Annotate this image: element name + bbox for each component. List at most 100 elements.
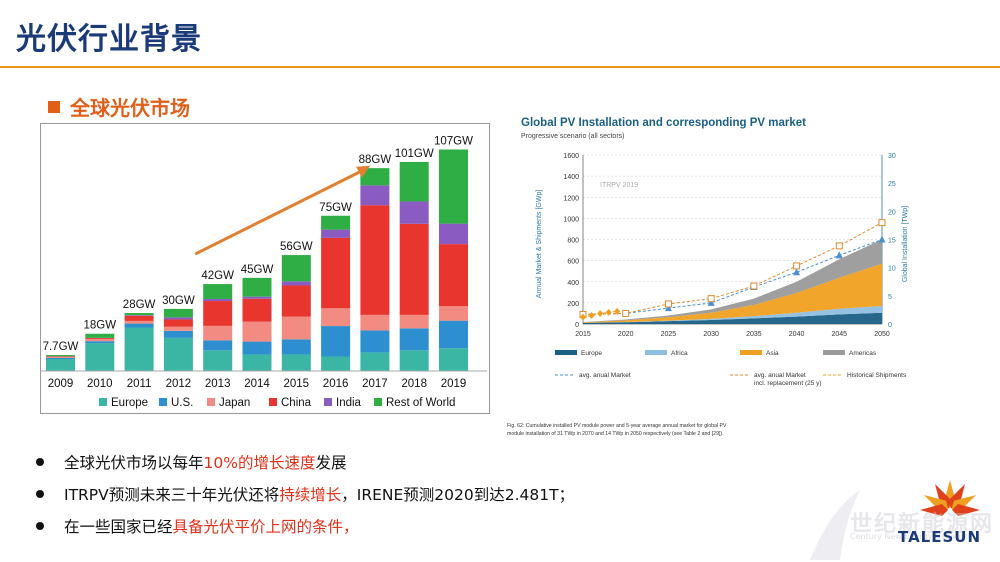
bar-total-label: 88GW xyxy=(359,154,392,166)
bar-segment xyxy=(399,201,429,224)
watermark-sub: Century New Energy Network xyxy=(850,532,969,541)
bar-segment xyxy=(360,205,390,315)
line-point xyxy=(793,268,801,276)
legend-swatch xyxy=(823,350,845,355)
bar-segment xyxy=(321,326,351,357)
bullet-highlight: 持续增长 xyxy=(279,486,342,504)
y-axis-label: Annual Market & Shipments [GWp] xyxy=(536,190,543,299)
bullet-text: 在一些国家已经 xyxy=(64,518,173,536)
bullet-highlight: 10%的增长速度 xyxy=(203,454,316,472)
x-tick-label: 2050 xyxy=(874,331,890,338)
legend-label: incl. replacement (25 y) xyxy=(754,380,822,387)
section-title: 全球光伏市场 xyxy=(70,96,190,120)
bullet-dot-icon xyxy=(36,490,44,498)
bar-segment xyxy=(163,337,193,371)
bar-total-label: 107GW xyxy=(434,136,473,148)
bullet-text: ITRPV预测未来三十年光伏还将 xyxy=(64,486,280,504)
line-point xyxy=(793,262,801,270)
bar-segment xyxy=(203,325,233,341)
bar-segment xyxy=(203,298,233,302)
bar-segment xyxy=(321,229,351,238)
bar-chart-svg: 7.7GW 2009 18GW 2010 28GW 2011 30GW 2012 42GW 201… xyxy=(41,136,487,409)
logo-wordmark: TALESUN xyxy=(898,528,982,546)
bullet-3: 在一些国家已经 具备光伏平价上网的条件， xyxy=(36,510,574,542)
bar-segment xyxy=(360,314,390,331)
y2-tick-label: 0 xyxy=(888,322,892,329)
x-tick-label: 2018 xyxy=(401,378,427,390)
bar-segment xyxy=(124,323,154,328)
bar-total-label: 42GW xyxy=(201,270,234,282)
bar-segment xyxy=(124,315,154,321)
chart-subtitle: Progressive scenario (all sectors) xyxy=(521,133,624,140)
bar-segment xyxy=(439,149,468,224)
bullet-text: 全球光伏市场以每年 xyxy=(64,454,204,472)
bar-segment xyxy=(439,348,468,371)
line-point xyxy=(588,312,595,320)
x-tick-label: 2010 xyxy=(87,378,113,390)
bar-segment xyxy=(85,338,115,340)
legend-label: Rest of World xyxy=(386,397,455,409)
line-point xyxy=(664,300,672,308)
bar-segment xyxy=(203,340,233,351)
line-point xyxy=(878,235,886,243)
bar-segment xyxy=(242,321,272,342)
x-tick-label: 2012 xyxy=(166,378,192,390)
bullet-text: 发展 xyxy=(315,454,347,472)
bullet-text: ，IRENE预测2020到达2.481T； xyxy=(341,486,575,504)
legend-label: avg. anual Market xyxy=(579,372,631,379)
legend-swatch xyxy=(740,350,762,355)
area-series xyxy=(583,239,882,323)
x-tick-label: 2015 xyxy=(284,378,310,390)
bar-total-label: 101GW xyxy=(395,148,434,160)
line-point xyxy=(580,313,586,321)
area-series xyxy=(583,263,882,323)
legend-label: Japan xyxy=(219,397,250,409)
x-tick-label: 2020 xyxy=(618,331,634,338)
y-tick-label: 1200 xyxy=(563,195,579,202)
y-tick-label: 1000 xyxy=(563,216,579,223)
bar-segment xyxy=(163,308,193,318)
x-tick-label: 2015 xyxy=(575,331,591,338)
square-bullet-icon xyxy=(48,100,60,113)
pv-market-chart: Global PV Installation and corresponding… xyxy=(505,104,930,447)
bar-segment xyxy=(399,350,429,371)
x-tick-label: 2013 xyxy=(205,378,231,390)
line-point xyxy=(835,251,843,259)
y-tick-label: 1600 xyxy=(563,153,579,160)
legend-label: China xyxy=(281,397,312,409)
line-series xyxy=(582,222,883,315)
bar-segment xyxy=(242,296,272,299)
line-point xyxy=(878,219,886,227)
bar-segment xyxy=(242,277,272,297)
bullet-1: 全球光伏市场以每年 10%的增长速度 发展 xyxy=(36,446,574,478)
x-tick-label: 2014 xyxy=(244,378,270,390)
bar-total-label: 30GW xyxy=(162,295,195,307)
y2-tick-label: 20 xyxy=(888,209,896,216)
bar-segment xyxy=(321,356,351,371)
line-point xyxy=(750,282,758,290)
legend-label: U.S. xyxy=(171,397,193,409)
x-tick-label: 2019 xyxy=(441,378,467,390)
line-point xyxy=(622,309,630,317)
bar-segment xyxy=(439,223,468,245)
bar-segment xyxy=(281,339,311,355)
y2-tick-label: 30 xyxy=(888,153,896,160)
y2-tick-label: 5 xyxy=(888,294,892,301)
legend-label: Americas xyxy=(849,350,877,357)
bar-segment xyxy=(360,185,390,206)
line-point xyxy=(605,308,612,316)
bar-segment xyxy=(163,317,193,320)
bar-segment xyxy=(203,284,233,299)
trend-arrow xyxy=(194,169,363,256)
x-tick-label: 2016 xyxy=(323,378,349,390)
bar-segment xyxy=(439,320,468,349)
figure-caption: module installation of 31 TWp in 2070 an… xyxy=(507,431,724,437)
stacked-bar-chart: 7.7GW 2009 18GW 2010 28GW 2011 30GW 2012 42GW 201… xyxy=(40,123,490,414)
bullet-list: 全球光伏市场以每年 10%的增长速度 发展 ITRPV预测未来三十年光伏还将 持续增长… xyxy=(36,446,574,542)
y-tick-label: 600 xyxy=(567,259,579,266)
line-point xyxy=(664,304,672,312)
legend-swatch xyxy=(374,398,382,406)
figure-caption: Fig. 62: Cumulative installed PV module … xyxy=(507,423,727,429)
bullet-highlight: 具备光伏平价上网的条件， xyxy=(172,518,359,536)
bar-total-label: 18GW xyxy=(84,320,117,332)
